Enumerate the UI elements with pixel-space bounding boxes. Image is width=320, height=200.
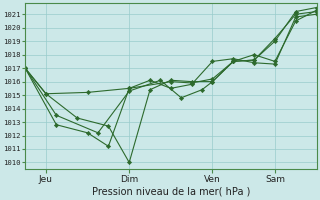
X-axis label: Pression niveau de la mer( hPa ): Pression niveau de la mer( hPa ) — [92, 187, 250, 197]
